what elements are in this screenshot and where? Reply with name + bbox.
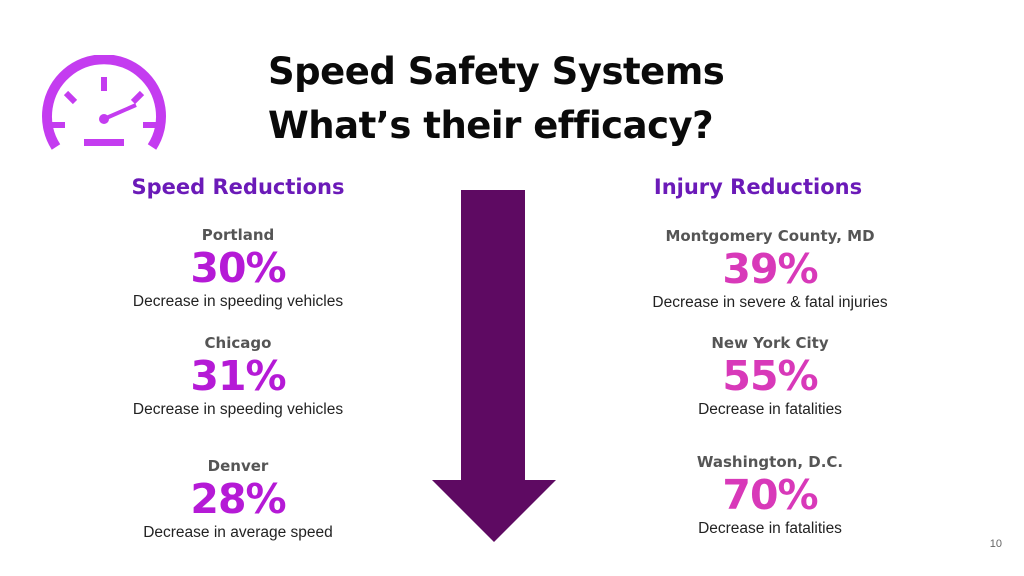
stat-value: 39% xyxy=(722,245,818,293)
stat-value: 30% xyxy=(190,244,286,292)
slide-title-line-1: Speed Safety Systems xyxy=(268,50,725,93)
stat-city: Chicago xyxy=(204,334,272,352)
stat-value: 55% xyxy=(722,352,818,400)
down-arrow-icon xyxy=(432,190,556,542)
stat-description: Decrease in speeding vehicles xyxy=(132,293,344,310)
page-number: 10 xyxy=(989,538,1002,550)
stat-chicago: Chicago 31% Decrease in speeding vehicle… xyxy=(108,334,368,420)
speed-reductions-heading: Speed Reductions xyxy=(131,175,345,199)
stat-description: Decrease in fatalities xyxy=(698,520,842,537)
stat-montgomery-county: Montgomery County, MD 39% Decrease in se… xyxy=(620,227,920,313)
stat-description: Decrease in fatalities xyxy=(698,401,842,418)
stat-denver: Denver 28% Decrease in average speed xyxy=(108,457,368,543)
stat-value: 31% xyxy=(190,352,286,400)
stat-city: Denver xyxy=(207,457,269,475)
stat-portland: Portland 30% Decrease in speeding vehicl… xyxy=(108,226,368,312)
stat-description: Decrease in severe & fatal injuries xyxy=(652,294,888,311)
slide-title-line-2: What’s their efficacy? xyxy=(268,104,714,147)
stat-city: Montgomery County, MD xyxy=(665,227,875,245)
stat-city: Portland xyxy=(201,226,275,244)
stat-city: New York City xyxy=(711,334,829,352)
stat-city: Washington, D.C. xyxy=(696,453,844,471)
stat-value: 28% xyxy=(190,475,286,523)
injury-reductions-heading: Injury Reductions xyxy=(653,175,863,199)
stat-washington-dc: Washington, D.C. 70% Decrease in fatalit… xyxy=(620,453,920,539)
stat-new-york-city: New York City 55% Decrease in fatalities xyxy=(620,334,920,420)
stat-description: Decrease in speeding vehicles xyxy=(132,401,344,418)
stat-value: 70% xyxy=(722,471,818,519)
stat-description: Decrease in average speed xyxy=(143,524,333,541)
speedometer-icon xyxy=(42,55,166,150)
